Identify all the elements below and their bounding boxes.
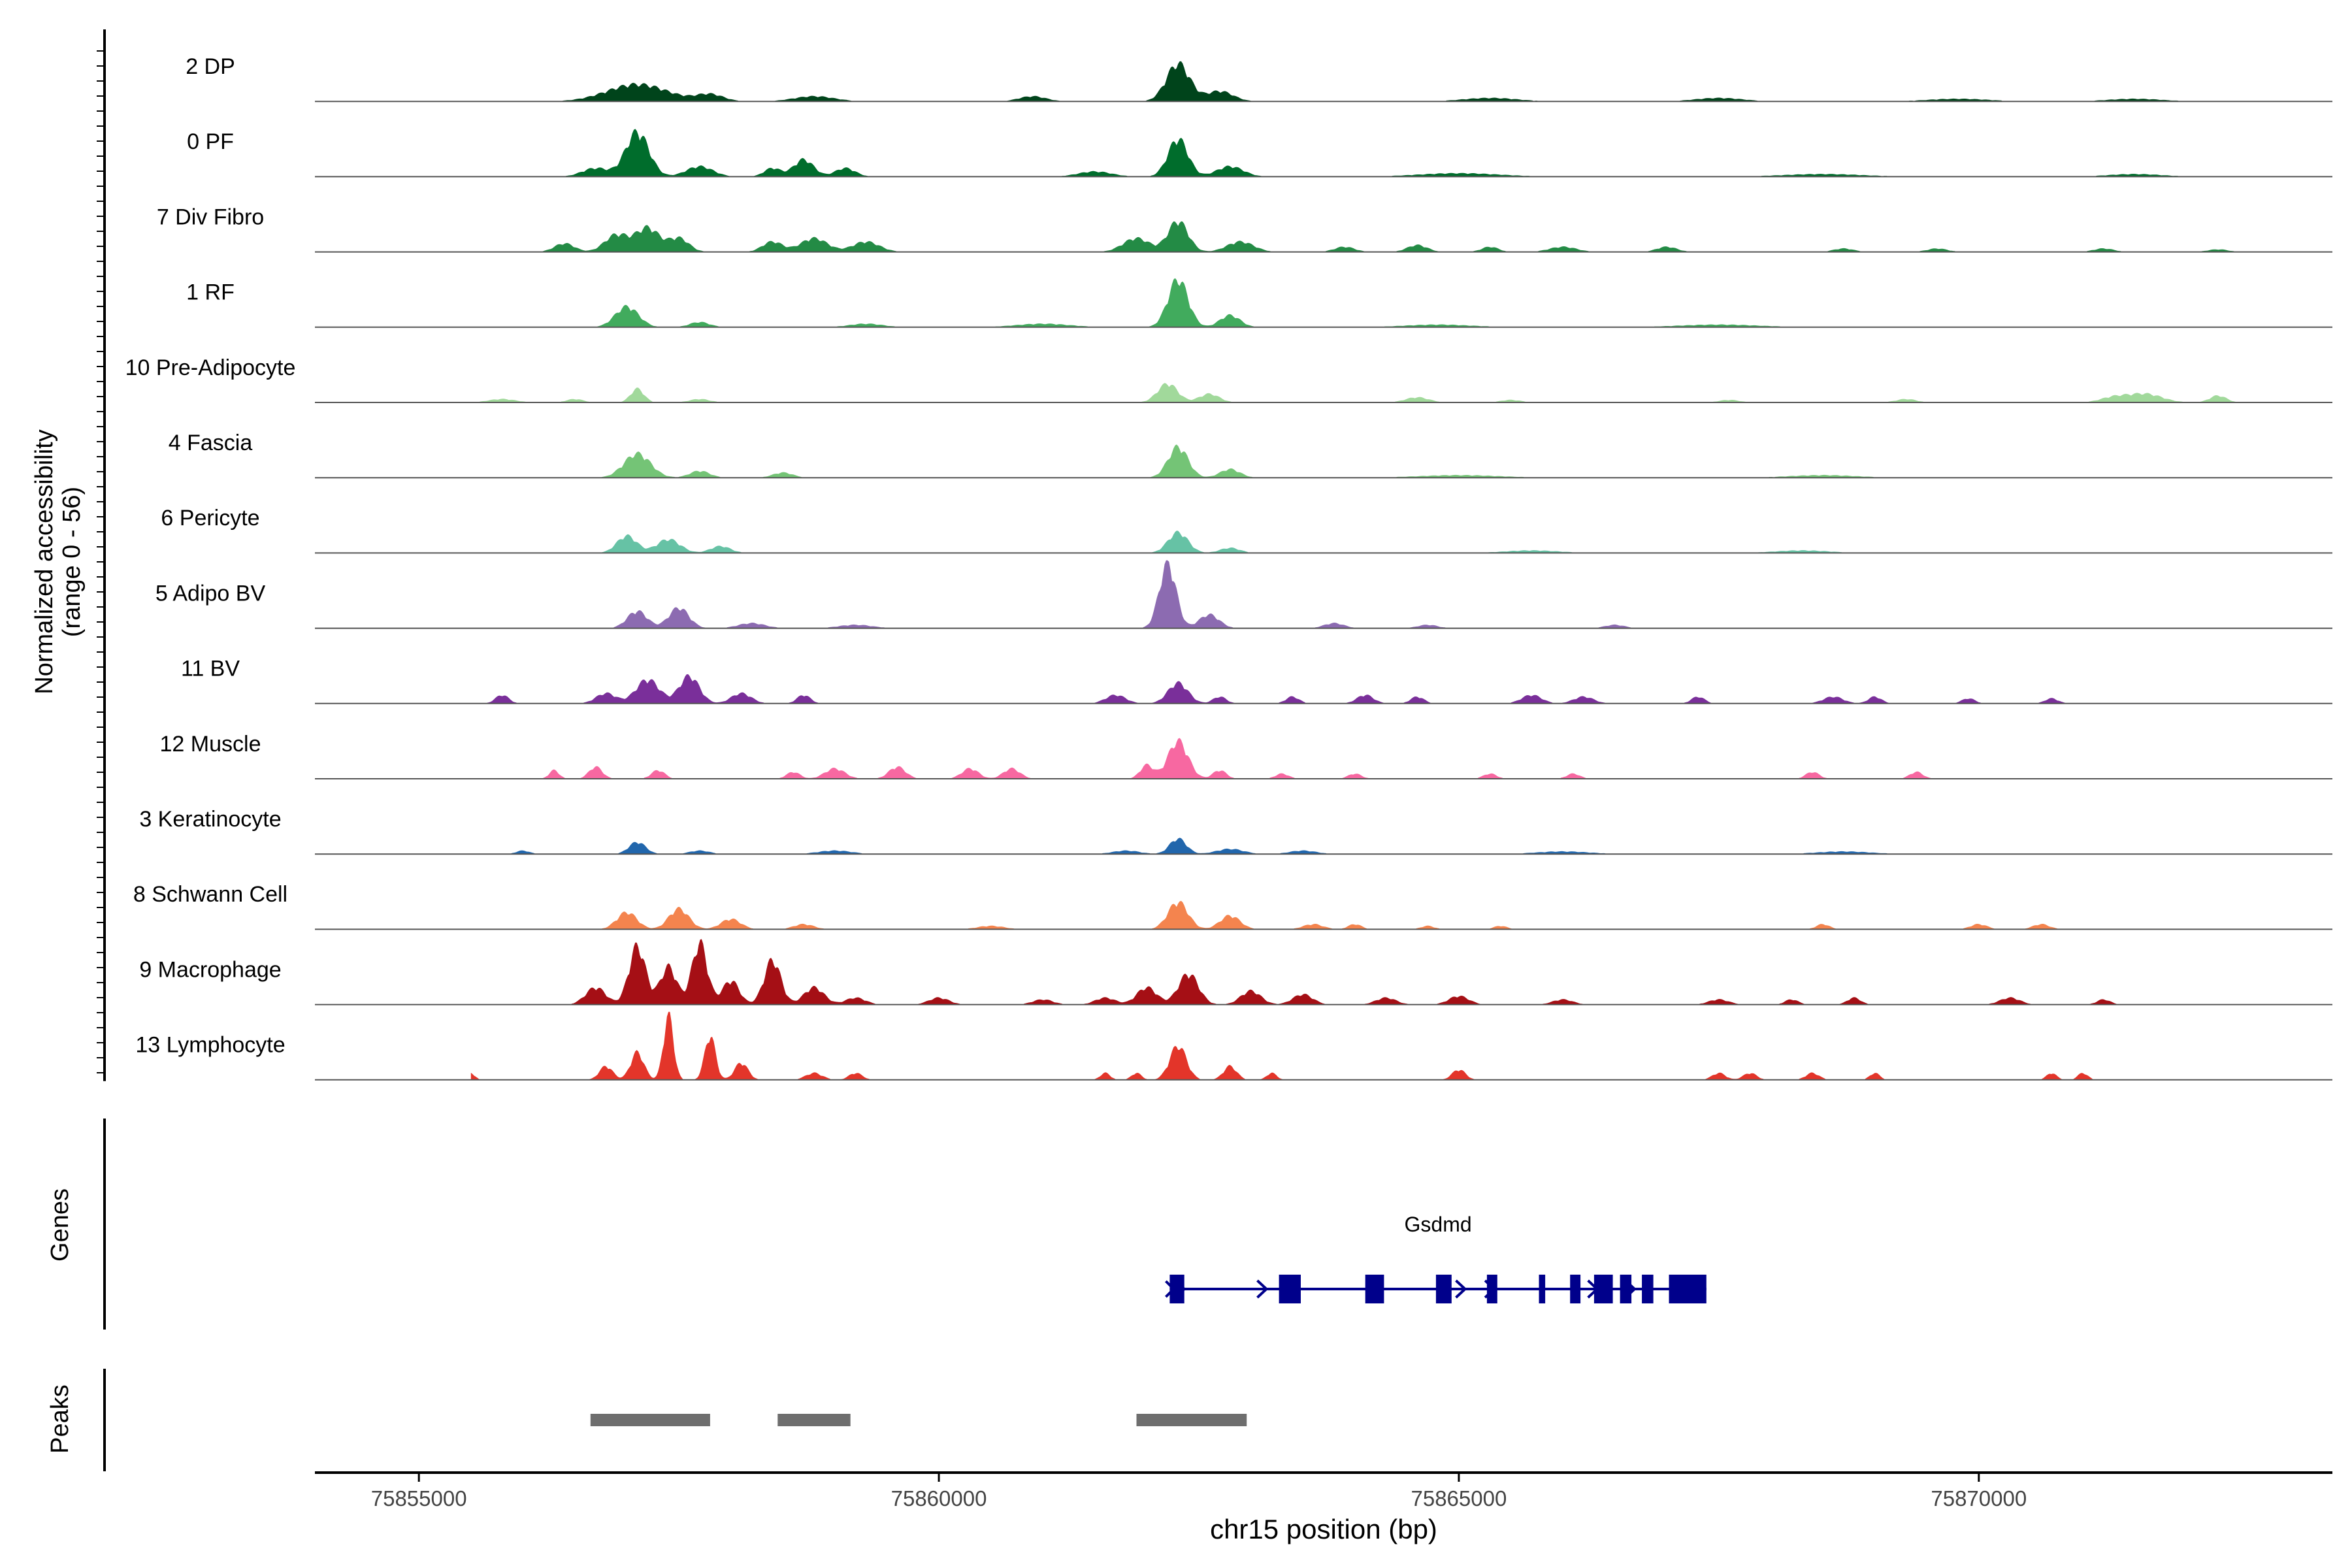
- accessibility-tracks: [315, 61, 2332, 1081]
- track-label: 13 Lymphocyte: [135, 1033, 285, 1058]
- peak-region: [1136, 1414, 1247, 1426]
- track-coverage-area: [470, 129, 2281, 177]
- gene-exon: [1279, 1275, 1301, 1303]
- track-label: 6 Pericyte: [161, 506, 259, 531]
- track-14: [315, 1011, 2332, 1081]
- peaks-panel-label: Peaks: [46, 1384, 74, 1454]
- track-6: [315, 444, 2332, 479]
- gene-exon: [1539, 1275, 1546, 1303]
- track-coverage-area: [470, 939, 2281, 1005]
- track-coverage-area: [470, 383, 2281, 402]
- gene-exon: [1435, 1275, 1452, 1303]
- track-8: [315, 560, 2332, 629]
- peak-track: [590, 1414, 1247, 1426]
- strand-arrow: [1587, 1279, 1599, 1299]
- gene-exon: [1169, 1275, 1184, 1303]
- gene-exon: [1486, 1275, 1497, 1303]
- track-label: 7 Div Fibro: [157, 204, 264, 229]
- track-7: [315, 531, 2332, 554]
- peak-region: [590, 1414, 710, 1426]
- x-axis-label: chr15 position (bp): [1210, 1514, 1437, 1544]
- track-coverage-area: [470, 221, 2281, 252]
- track-5: [315, 383, 2332, 403]
- gene-exon: [1669, 1275, 1707, 1303]
- strand-arrow: [1256, 1279, 1269, 1299]
- track-label: 8 Schwann Cell: [133, 882, 287, 907]
- track-label: 11 BV: [181, 657, 240, 681]
- track-labels: 2 DP 0 PF 7 Div Fibro 1 RF 10 Pre-Adipocyte 4…: [125, 54, 296, 1058]
- x-tick-label: 75860000: [891, 1486, 987, 1511]
- x-axis-ticks: 75855000 75860000 75865000 75870000: [371, 1473, 2027, 1511]
- x-tick-label: 75870000: [1931, 1486, 2027, 1511]
- strand-arrow: [1624, 1279, 1637, 1299]
- track-coverage-area: [470, 674, 2281, 704]
- track-coverage-area: [470, 531, 2281, 553]
- gene-exon: [1570, 1275, 1581, 1303]
- track-9: [315, 674, 2332, 704]
- track-coverage-area: [470, 61, 2281, 102]
- tracks-y-axis: [97, 29, 106, 1081]
- x-tick-label: 75855000: [371, 1486, 467, 1511]
- gene-exon: [1365, 1275, 1384, 1303]
- track-label: 2 DP: [186, 54, 235, 79]
- gene-name: Gsdmd: [1405, 1213, 1472, 1236]
- track-label: 3 Keratinocyte: [139, 807, 281, 832]
- track-label: 10 Pre-Adipocyte: [125, 355, 296, 380]
- track-coverage-area: [470, 738, 2281, 779]
- peak-region: [777, 1414, 851, 1426]
- strand-arrow: [1455, 1279, 1467, 1299]
- strand-arrow: [1484, 1279, 1496, 1299]
- track-11: [315, 838, 2332, 855]
- track-coverage-area: [470, 560, 2281, 629]
- gene-exon: [1620, 1275, 1632, 1303]
- track-coverage-area: [470, 444, 2281, 478]
- x-tick-label: 75865000: [1411, 1486, 1507, 1511]
- strand-arrow: [1174, 1279, 1186, 1299]
- track-coverage-area: [470, 278, 2281, 327]
- track-coverage-area: [470, 900, 2281, 930]
- track-label: 5 Adipo BV: [155, 581, 266, 606]
- track-label: 1 RF: [186, 280, 235, 305]
- track-coverage-area: [470, 838, 2281, 855]
- track-label: 12 Muscle: [160, 732, 261, 757]
- gene-exon: [1642, 1275, 1654, 1303]
- track-label: 0 PF: [187, 129, 234, 154]
- y-axis-label: Normalized accessibility: [31, 429, 58, 694]
- track-12: [315, 900, 2332, 930]
- y-axis-range-label: (range 0 - 56): [58, 487, 86, 637]
- track-label: 4 Fascia: [169, 431, 253, 455]
- track-coverage-area: [470, 1011, 2281, 1080]
- track-4: [315, 278, 2332, 328]
- track-label: 9 Macrophage: [139, 957, 281, 982]
- strand-arrow: [1165, 1280, 1176, 1298]
- track-10: [315, 738, 2332, 779]
- genes-panel-label: Genes: [46, 1188, 74, 1262]
- track-2: [315, 129, 2332, 178]
- gene-track: Gsdmd: [1165, 1213, 1707, 1303]
- track-1: [315, 61, 2332, 103]
- track-3: [315, 221, 2332, 253]
- track-13: [315, 939, 2332, 1005]
